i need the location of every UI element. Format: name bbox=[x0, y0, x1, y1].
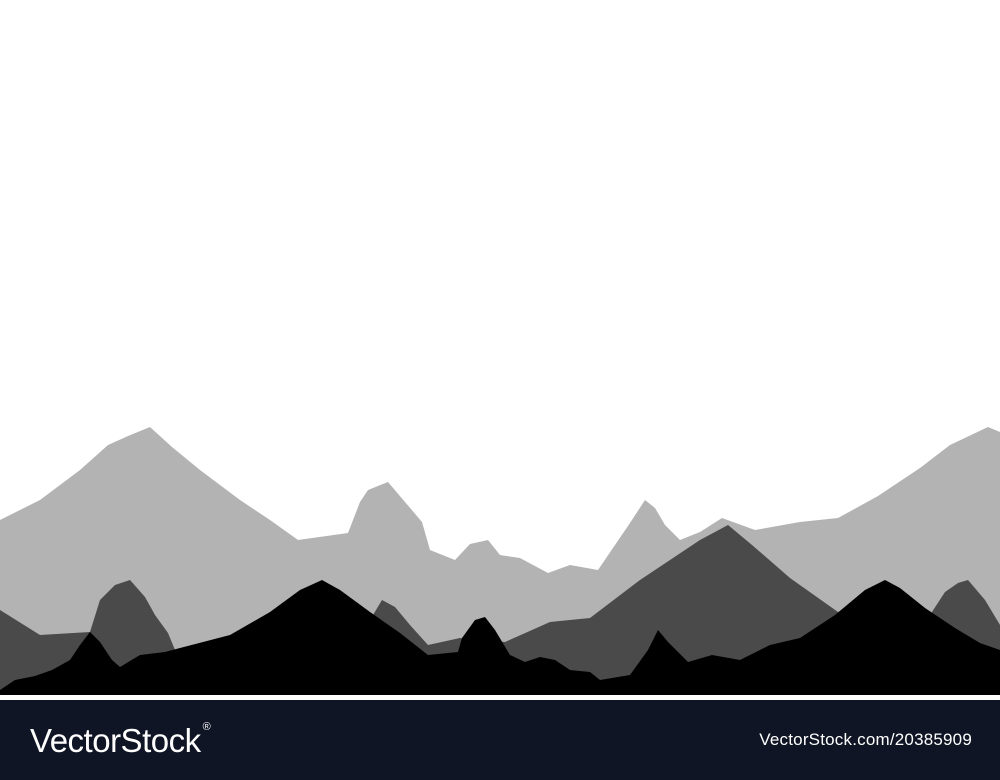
watermark-footer: VectorStock ® VectorStock.com/20385909 bbox=[0, 700, 1000, 780]
image-credit: VectorStock.com/20385909 bbox=[759, 730, 972, 749]
mountain-landscape-illustration bbox=[0, 427, 1000, 700]
baseline-strip bbox=[0, 695, 1000, 700]
vectorstock-logo: VectorStock ® bbox=[30, 720, 211, 759]
registered-mark: ® bbox=[202, 720, 211, 733]
near-mountain-range bbox=[0, 580, 1000, 700]
logo-text: VectorStock bbox=[30, 721, 201, 759]
